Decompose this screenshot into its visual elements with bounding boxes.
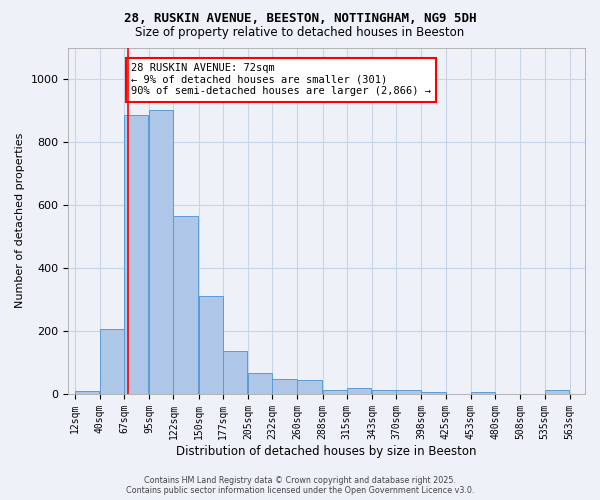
Bar [545, 390, 569, 394]
Text: 28, RUSKIN AVENUE, BEESTON, NOTTINGHAM, NG9 5DH: 28, RUSKIN AVENUE, BEESTON, NOTTINGHAM, … [124, 12, 476, 26]
Bar [421, 392, 446, 394]
X-axis label: Distribution of detached houses by size in Beeston: Distribution of detached houses by size … [176, 444, 477, 458]
Bar [272, 379, 296, 394]
Bar [323, 390, 347, 394]
Text: 28 RUSKIN AVENUE: 72sqm
← 9% of detached houses are smaller (301)
90% of semi-de: 28 RUSKIN AVENUE: 72sqm ← 9% of detached… [131, 63, 431, 96]
Text: Contains public sector information licensed under the Open Government Licence v3: Contains public sector information licen… [126, 486, 474, 495]
Bar [372, 390, 396, 394]
Bar [149, 110, 173, 394]
Y-axis label: Number of detached properties: Number of detached properties [15, 133, 25, 308]
Bar [173, 216, 197, 394]
Text: Contains HM Land Registry data © Crown copyright and database right 2025.: Contains HM Land Registry data © Crown c… [144, 476, 456, 485]
Bar [396, 390, 421, 394]
Text: Size of property relative to detached houses in Beeston: Size of property relative to detached ho… [136, 26, 464, 39]
Bar [223, 352, 247, 394]
Bar [199, 296, 223, 394]
Bar [248, 374, 272, 394]
Bar [100, 330, 124, 394]
Bar [74, 391, 99, 394]
Bar [471, 392, 495, 394]
Bar [347, 388, 371, 394]
Bar [298, 380, 322, 394]
Bar [124, 115, 148, 394]
